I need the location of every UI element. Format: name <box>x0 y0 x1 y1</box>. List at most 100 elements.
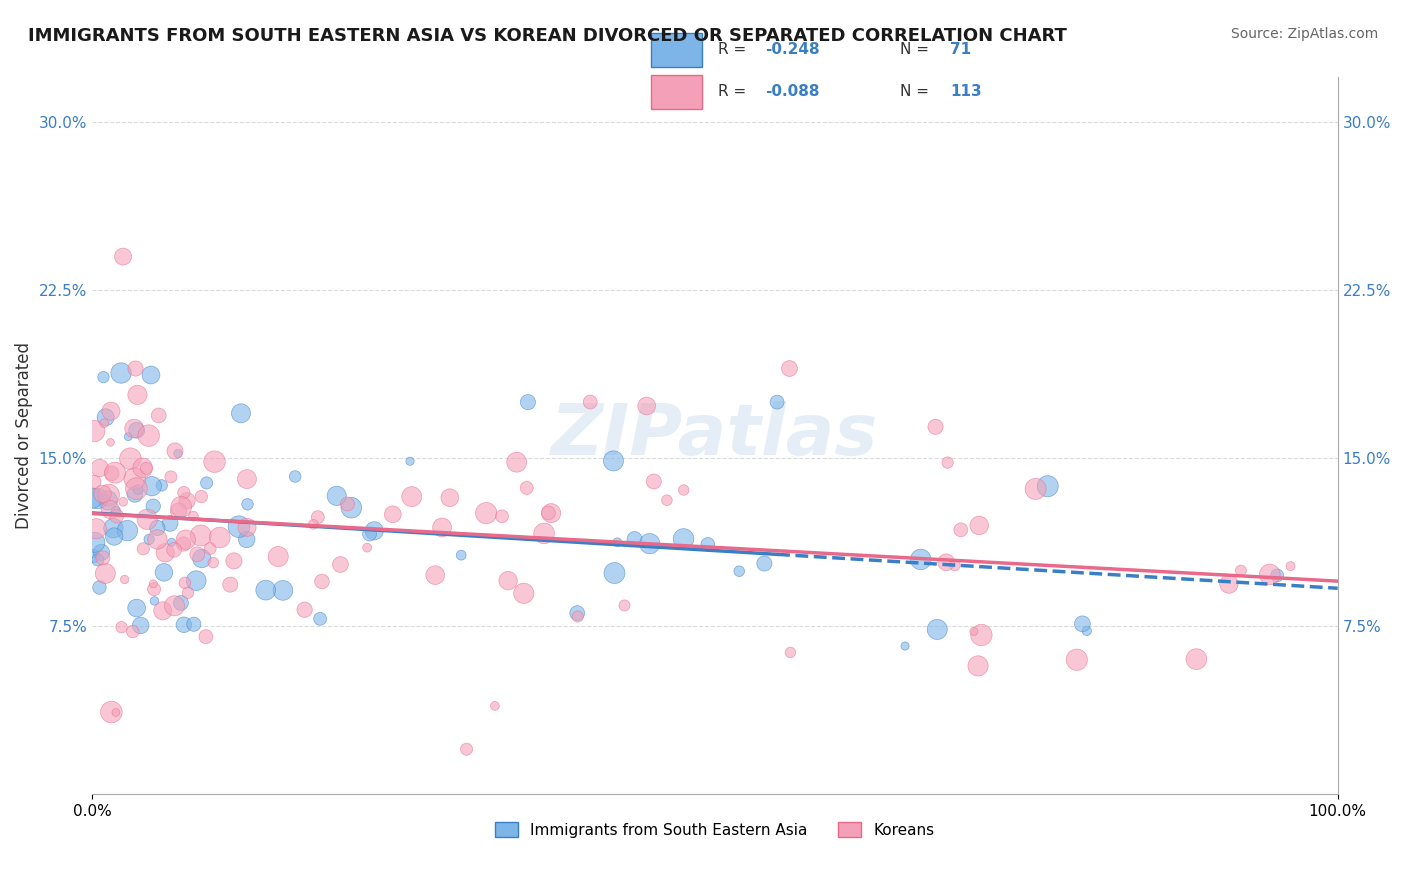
Point <box>127 483 149 497</box>
Point <box>100 404 122 418</box>
Point <box>340 500 363 515</box>
Point <box>655 493 678 508</box>
Point <box>127 388 149 402</box>
Point <box>129 618 152 632</box>
Point <box>728 564 751 578</box>
Text: N =: N = <box>900 85 934 99</box>
Point <box>935 555 957 569</box>
Point <box>496 574 519 588</box>
Point <box>131 461 153 475</box>
Point <box>153 566 176 580</box>
Point <box>173 485 195 500</box>
Point <box>219 577 242 591</box>
Point <box>173 617 195 632</box>
Point <box>202 556 225 570</box>
Point <box>125 482 148 496</box>
Point <box>336 497 359 511</box>
Point <box>505 455 527 469</box>
Point <box>204 455 226 469</box>
Point <box>967 659 990 673</box>
Point <box>100 467 122 481</box>
Point <box>643 475 665 489</box>
Point <box>174 533 197 547</box>
Point <box>124 487 146 501</box>
Point <box>540 506 562 520</box>
Point <box>311 574 333 589</box>
Point <box>136 512 159 526</box>
Point <box>142 499 165 513</box>
Point <box>271 583 294 598</box>
Point <box>970 628 993 642</box>
Text: Source: ZipAtlas.com: Source: ZipAtlas.com <box>1230 27 1378 41</box>
Point <box>236 472 259 486</box>
Point <box>142 577 165 591</box>
Point <box>146 533 169 547</box>
Point <box>176 493 198 508</box>
Point <box>155 546 177 560</box>
Point <box>112 495 135 509</box>
Point <box>114 573 136 587</box>
Point <box>121 624 143 639</box>
Point <box>967 518 990 533</box>
Point <box>83 424 105 438</box>
Point <box>254 583 277 598</box>
Point <box>110 620 132 634</box>
Point <box>602 454 624 468</box>
Point <box>186 574 208 588</box>
Point <box>450 548 472 562</box>
Point <box>924 420 946 434</box>
Point <box>456 742 478 756</box>
Text: IMMIGRANTS FROM SOUTH EASTERN ASIA VS KOREAN DIVORCED OR SEPARATED CORRELATION C: IMMIGRANTS FROM SOUTH EASTERN ASIA VS KO… <box>28 27 1067 45</box>
Point <box>284 469 307 483</box>
Point <box>1230 564 1253 578</box>
Point <box>160 535 183 549</box>
Point <box>170 596 193 610</box>
Point <box>89 461 111 475</box>
Point <box>103 529 125 543</box>
Point <box>104 706 127 720</box>
Point <box>152 604 174 618</box>
Point <box>399 454 422 468</box>
Point <box>103 521 125 535</box>
Point <box>910 552 932 566</box>
Point <box>696 537 718 551</box>
Point <box>194 630 217 644</box>
FancyBboxPatch shape <box>651 33 702 67</box>
Point <box>894 639 917 653</box>
Point <box>138 533 160 547</box>
Point <box>439 491 461 505</box>
Point <box>159 516 181 531</box>
Point <box>122 421 145 435</box>
Point <box>613 599 636 613</box>
Point <box>191 551 214 566</box>
Point <box>82 491 104 505</box>
Text: ZIPatlas: ZIPatlas <box>551 401 879 470</box>
Point <box>1071 616 1094 631</box>
Point <box>236 520 259 534</box>
Point <box>90 545 112 559</box>
Point <box>97 488 120 502</box>
Point <box>91 551 114 566</box>
Point <box>236 497 259 511</box>
Point <box>104 504 127 518</box>
Point <box>229 406 252 420</box>
Point <box>484 698 506 713</box>
Point <box>93 416 115 430</box>
Point <box>359 527 381 541</box>
Point <box>143 582 166 597</box>
Point <box>356 541 378 555</box>
Point <box>623 532 645 546</box>
Point <box>329 558 352 572</box>
Point <box>963 624 986 639</box>
Point <box>124 472 146 486</box>
Point <box>163 599 186 613</box>
Point <box>567 609 589 624</box>
Point <box>190 490 212 504</box>
Point <box>84 522 107 536</box>
Point <box>183 617 205 632</box>
Point <box>120 451 142 466</box>
Point <box>1076 624 1098 638</box>
Y-axis label: Divorced or Separated: Divorced or Separated <box>15 343 32 529</box>
Point <box>1265 568 1288 582</box>
Point <box>1279 559 1302 574</box>
